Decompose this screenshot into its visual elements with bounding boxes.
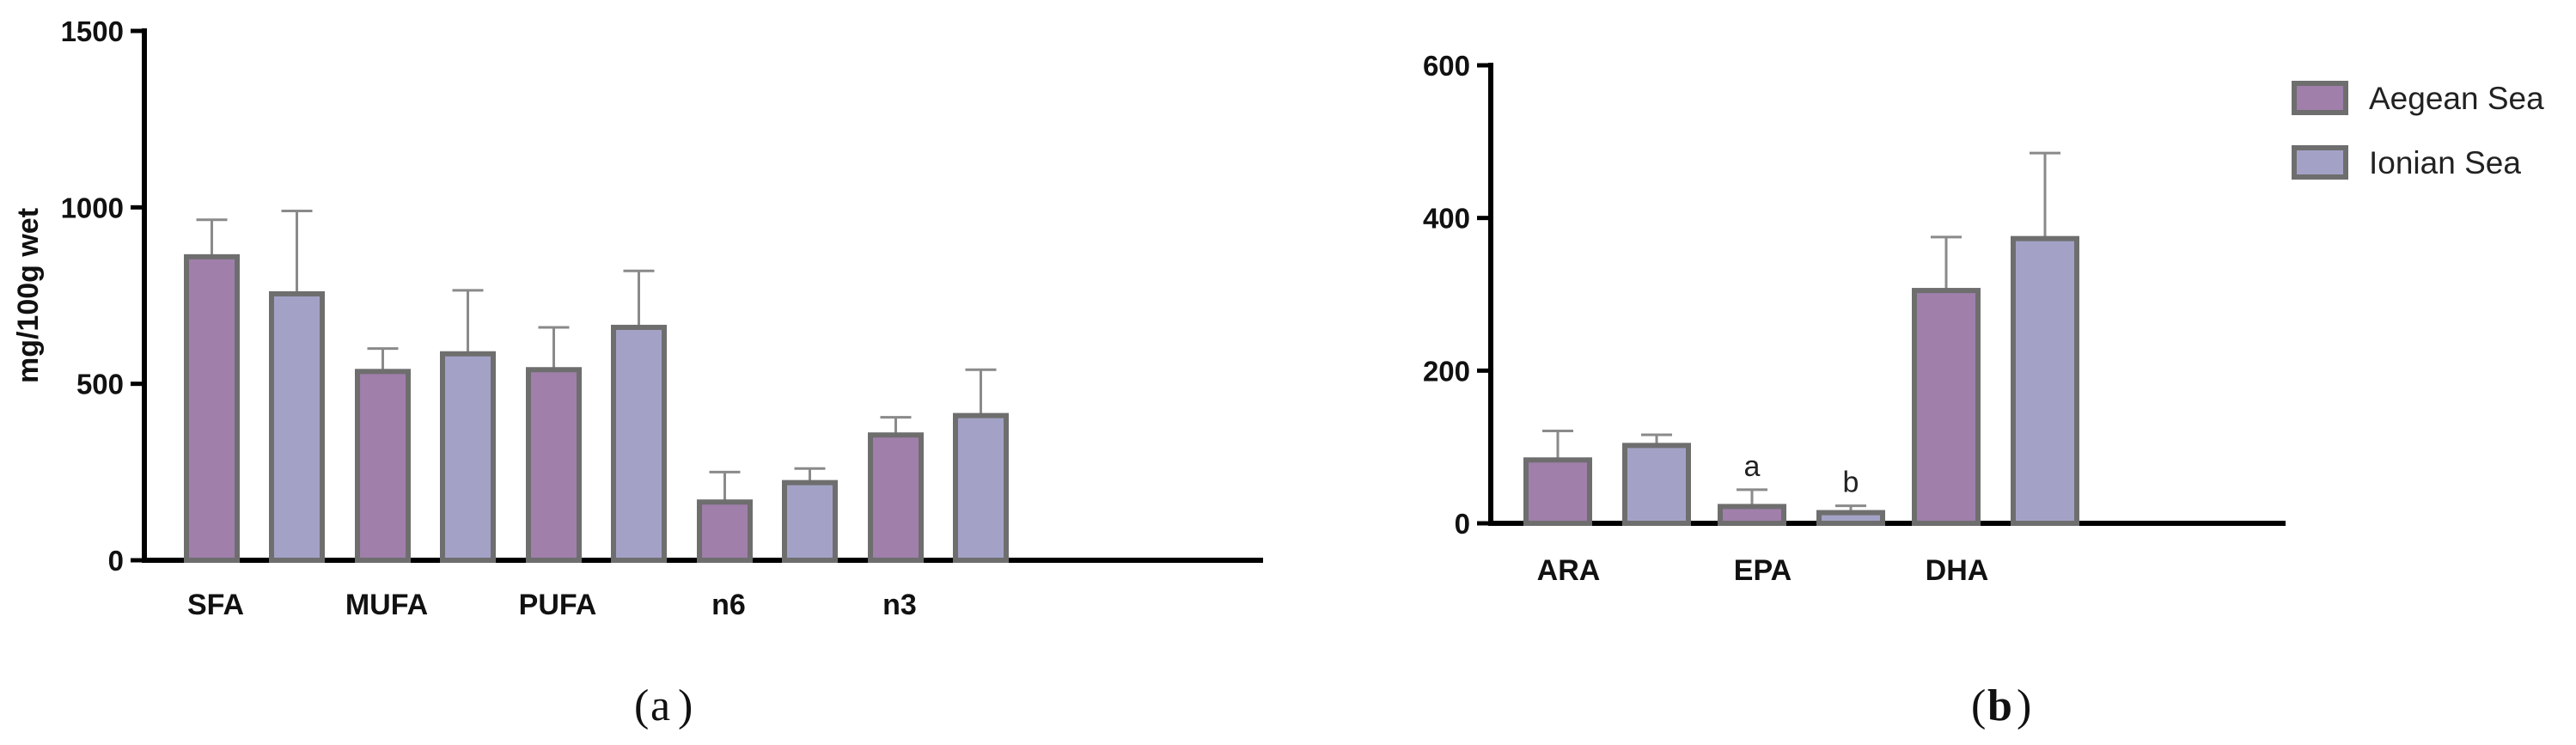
bar-ionian-sea-sfa bbox=[269, 290, 325, 563]
bar-aegean-sea-pufa bbox=[526, 367, 582, 563]
bar-ionian-sea-n3 bbox=[953, 412, 1009, 564]
bar-ionian-sea-epa bbox=[1816, 510, 1885, 527]
x-tick-label: ARA bbox=[1537, 554, 1601, 587]
x-tick-label: SFA bbox=[187, 589, 244, 621]
bar-ionian-sea-ara bbox=[1622, 443, 1691, 527]
svg-text:(: ( bbox=[634, 681, 649, 730]
bar-ionian-sea-dha bbox=[2011, 235, 2079, 526]
bar-aegean-sea-n6 bbox=[697, 499, 753, 563]
x-tick-label: n6 bbox=[711, 589, 746, 621]
legend-label-ionian: Ionian Sea bbox=[2369, 145, 2521, 180]
bar-aegean-sea-epa bbox=[1718, 504, 1786, 526]
legend-swatch-ionian bbox=[2292, 145, 2348, 180]
chart-panel-b: 0 200 400 600 ARA EPA DHA a b bbox=[1423, 50, 2286, 587]
significance-annotation: a bbox=[1744, 450, 1761, 483]
y-tick-label: 200 bbox=[1423, 355, 1470, 387]
x-tick-label: PUFA bbox=[519, 589, 597, 621]
legend-swatch-aegean bbox=[2292, 81, 2348, 115]
panel-label-b: ( b ) bbox=[1971, 681, 2031, 730]
x-tick-label: MUFA bbox=[345, 589, 428, 621]
x-tick-label: n3 bbox=[882, 589, 917, 621]
x-tick-label: EPA bbox=[1734, 554, 1792, 587]
significance-annotation: b bbox=[1843, 467, 1859, 499]
bar-ionian-sea-n6 bbox=[782, 479, 838, 563]
y-tick-label: 1000 bbox=[61, 192, 124, 223]
legend: Aegean Sea Ionian Sea bbox=[2292, 81, 2544, 180]
bar-aegean-sea-n3 bbox=[868, 432, 924, 564]
y-tick-label: 400 bbox=[1423, 203, 1470, 235]
y-tick-label: 500 bbox=[76, 369, 124, 400]
y-tick-label: 0 bbox=[108, 545, 124, 577]
y-tick-label: 600 bbox=[1423, 50, 1470, 82]
legend-item-aegean: Aegean Sea bbox=[2292, 81, 2544, 116]
bar-aegean-sea-sfa bbox=[184, 253, 240, 563]
panel-label-b-letter: b bbox=[1987, 681, 2012, 730]
panel-label-a-letter: a bbox=[650, 681, 670, 730]
bar-aegean-sea-dha bbox=[1912, 288, 1981, 526]
y-tick-label: 0 bbox=[1455, 508, 1470, 540]
svg-text:(: ( bbox=[1971, 681, 1986, 730]
legend-label-aegean: Aegean Sea bbox=[2369, 81, 2544, 116]
y-tick-label: 1500 bbox=[61, 15, 124, 47]
bar-aegean-sea-ara bbox=[1523, 457, 1592, 526]
y-axis-label: mg/100g wet bbox=[12, 208, 45, 383]
svg-text:): ) bbox=[678, 681, 693, 730]
x-tick-label: DHA bbox=[1926, 554, 1989, 587]
legend-item-ionian: Ionian Sea bbox=[2292, 145, 2521, 180]
bar-ionian-sea-pufa bbox=[611, 324, 667, 563]
bar-ionian-sea-mufa bbox=[440, 351, 496, 564]
bar-aegean-sea-mufa bbox=[355, 369, 411, 563]
svg-text:): ) bbox=[2017, 681, 2031, 730]
chart-panel-a: 0 500 1000 1500 mg/100g wet SFA MUFA PUFA n6 n3 bbox=[12, 15, 1263, 621]
panel-label-a: ( a ) bbox=[634, 681, 693, 730]
